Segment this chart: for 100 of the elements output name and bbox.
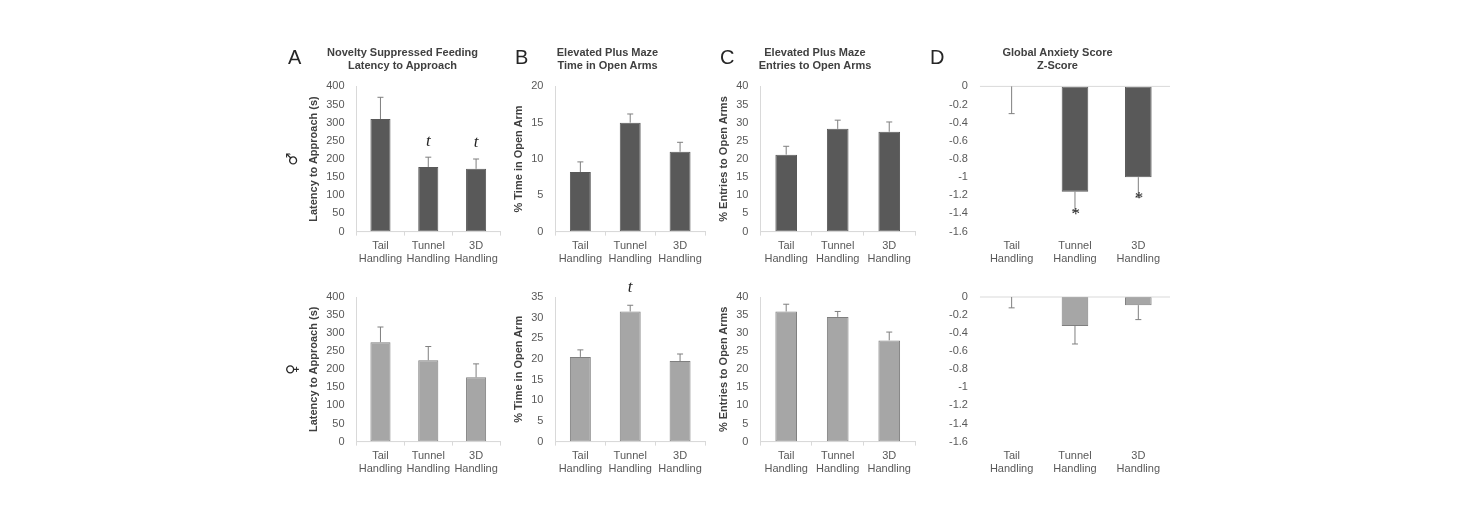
- x-tick-label: 3D Handling: [658, 239, 702, 265]
- y-tick-label: 40: [736, 79, 749, 92]
- x-tick-label: 3D Handling: [867, 449, 911, 475]
- y-tick-label: 5: [742, 206, 749, 219]
- y-tick-label: -1.2: [948, 188, 968, 201]
- y-tick-label: 25: [736, 344, 749, 357]
- y-tick-label: 50: [332, 206, 345, 219]
- annotation: t: [473, 131, 480, 151]
- x-tick-label: Tunnel Handling: [406, 449, 450, 475]
- y-tick-label: -1.6: [948, 224, 968, 237]
- y-tick-label: 0: [338, 434, 345, 447]
- y-axis-title: % Entries to Open Arms: [716, 96, 729, 222]
- x-tick-label: Tail Handling: [989, 239, 1034, 265]
- y-tick-label: 20: [736, 362, 749, 375]
- y-tick-label: 300: [326, 115, 345, 128]
- y-tick-label: -1: [958, 380, 968, 393]
- y-tick-label: 10: [531, 152, 544, 165]
- y-tick-label: -0.4: [948, 115, 968, 128]
- x-tick-label: 3D Handling: [454, 449, 498, 475]
- y-tick-label: 250: [326, 344, 345, 357]
- y-axis-title: Latency to Approach (s): [306, 95, 319, 222]
- y-tick-label: -0.8: [948, 362, 968, 375]
- y-tick-label: 10: [531, 393, 544, 406]
- y-tick-label: 30: [531, 310, 544, 323]
- y-tick-label: 0: [961, 79, 968, 92]
- x-tick-label: 3D Handling: [1116, 449, 1161, 475]
- y-tick-label: 5: [537, 188, 544, 201]
- y-tick-label: -0.4: [948, 326, 968, 339]
- x-tick-label: Tail Handling: [764, 239, 808, 265]
- annotation: *: [1070, 203, 1080, 223]
- y-tick-label: 400: [326, 290, 345, 303]
- x-tick-label: Tunnel Handling: [608, 239, 652, 265]
- chart-title: Elevated Plus Maze Time in Open Arms: [556, 45, 659, 71]
- y-tick-label: -0.6: [948, 344, 968, 357]
- x-tick-label: Tunnel Handling: [406, 239, 450, 265]
- y-tick-label: 0: [961, 290, 968, 303]
- y-tick-label: 35: [736, 97, 749, 110]
- y-tick-label: 150: [326, 170, 345, 183]
- x-tick-label: Tunnel Handling: [608, 449, 652, 475]
- y-tick-label: 150: [326, 380, 345, 393]
- y-tick-label: -0.2: [948, 308, 968, 321]
- x-tick-label: 3D Handling: [454, 239, 498, 265]
- y-tick-label: -1.4: [948, 416, 968, 429]
- y-tick-label: 0: [338, 224, 345, 237]
- y-tick-label: 0: [537, 434, 544, 447]
- y-tick-label: 35: [531, 290, 544, 303]
- x-tick-label: 3D Handling: [1116, 239, 1161, 265]
- y-tick-label: 15: [736, 170, 749, 183]
- y-axis-title: Latency to Approach (s): [306, 306, 319, 433]
- y-tick-label: 50: [332, 416, 345, 429]
- y-tick-label: 400: [326, 79, 345, 92]
- y-tick-label: 100: [326, 398, 345, 411]
- y-tick-label: 5: [742, 416, 749, 429]
- annotation: *: [1134, 187, 1144, 207]
- y-tick-label: 30: [736, 115, 749, 128]
- y-axis-title: % Entries to Open Arms: [716, 306, 729, 433]
- x-tick-label: Tail Handling: [764, 449, 808, 475]
- y-tick-label: 40: [736, 290, 749, 303]
- x-tick-label: Tunnel Handling: [816, 449, 860, 475]
- y-axis-title: % Time in Open Arm: [511, 105, 524, 213]
- annotation: t: [425, 130, 432, 150]
- y-tick-label: 25: [531, 331, 544, 344]
- y-tick-label: -0.2: [948, 97, 968, 110]
- y-tick-label: 20: [736, 152, 749, 165]
- y-tick-label: 250: [326, 133, 345, 146]
- chart-title: Novelty Suppressed Feeding Latency to Approach: [327, 45, 478, 71]
- y-tick-label: 15: [736, 380, 749, 393]
- y-tick-label: 0: [537, 224, 544, 237]
- x-tick-label: Tunnel Handling: [1053, 449, 1097, 475]
- x-tick-label: Tail Handling: [558, 449, 603, 475]
- y-tick-label: -1.6: [948, 434, 968, 447]
- y-tick-label: 200: [326, 362, 345, 375]
- text: ♀: [282, 363, 301, 375]
- y-tick-label: 10: [736, 398, 749, 411]
- text: C: [720, 45, 735, 68]
- y-tick-label: -0.8: [948, 152, 968, 165]
- y-tick-label: 15: [531, 372, 544, 385]
- y-tick-label: -1.2: [948, 398, 968, 411]
- y-tick-label: 20: [531, 79, 544, 92]
- y-tick-label: 5: [537, 413, 544, 426]
- chart-title: Elevated Plus Maze Entries to Open Arms: [758, 45, 872, 71]
- y-tick-label: 10: [736, 188, 749, 201]
- y-tick-label: 20: [531, 352, 544, 364]
- text: A: [288, 45, 302, 68]
- x-tick-label: 3D Handling: [867, 239, 911, 265]
- y-tick-label: 0: [742, 434, 749, 447]
- y-tick-label: -1.4: [948, 206, 968, 219]
- y-tick-label: 300: [326, 326, 345, 339]
- x-tick-label: Tail Handling: [358, 449, 403, 475]
- x-tick-label: Tail Handling: [558, 239, 603, 265]
- y-tick-label: 350: [326, 308, 345, 321]
- y-tick-label: 100: [326, 188, 345, 201]
- y-tick-label: 200: [326, 152, 345, 165]
- y-tick-label: 35: [736, 308, 749, 321]
- y-tick-label: 0: [742, 224, 749, 237]
- x-tick-label: 3D Handling: [658, 449, 702, 475]
- y-axis-title: % Time in Open Arm: [511, 315, 524, 423]
- chart-title: Global Anxiety Score Z-Score: [1002, 45, 1113, 71]
- y-tick-label: 350: [326, 97, 345, 110]
- x-tick-label: Tunnel Handling: [816, 239, 860, 265]
